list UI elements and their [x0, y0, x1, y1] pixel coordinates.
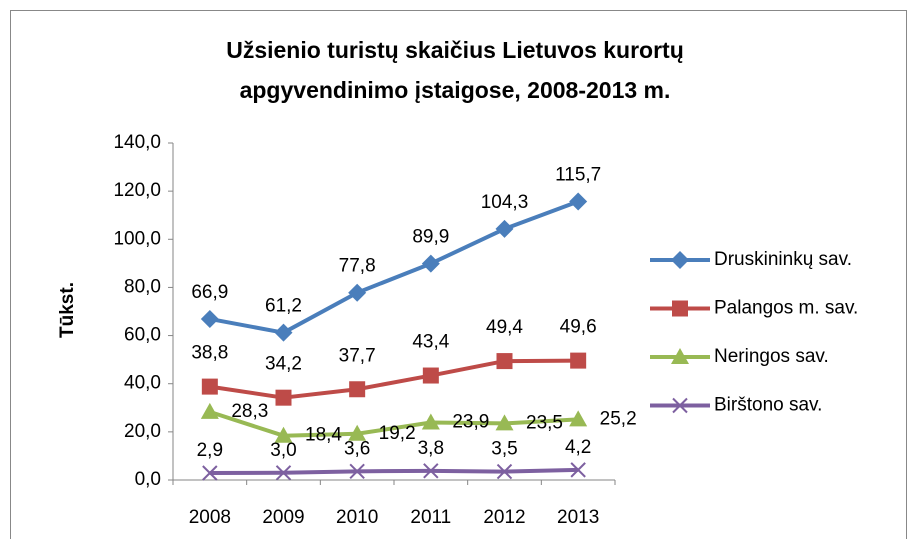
- data-label: 23,5: [526, 412, 563, 433]
- y-tick-label: 100,0: [113, 228, 161, 249]
- chart-title: Užsienio turistų skaičius Lietuvos kuror…: [226, 37, 684, 103]
- data-label: 3,6: [344, 438, 370, 459]
- data-label: 89,9: [412, 227, 449, 248]
- series-line: [209, 467, 579, 476]
- data-point: [423, 463, 439, 479]
- data-point: [569, 410, 588, 427]
- data-point: [200, 402, 219, 419]
- data-label: 23,9: [452, 411, 489, 432]
- x-tick-label: 2009: [262, 507, 304, 528]
- data-label: 37,7: [339, 345, 376, 366]
- data-label: 25,2: [600, 408, 637, 429]
- data-label: 34,2: [265, 354, 302, 375]
- data-point: [569, 192, 588, 211]
- data-label: 49,4: [486, 317, 523, 338]
- data-point: [349, 463, 365, 480]
- data-label: 28,3: [231, 401, 268, 422]
- data-point: [274, 426, 293, 443]
- data-label: 3,0: [270, 440, 296, 461]
- data-point: [274, 323, 293, 342]
- data-label: 61,2: [265, 296, 302, 317]
- data-label: 43,4: [412, 332, 449, 353]
- y-tick-label: 40,0: [124, 373, 161, 394]
- data-label: 77,8: [339, 256, 376, 277]
- legend-label: Neringos sav.: [714, 346, 829, 367]
- data-label: 104,3: [481, 192, 529, 213]
- data-point: [422, 367, 439, 384]
- legend-marker: [672, 397, 688, 414]
- legend-label: Druskininkų sav.: [714, 249, 852, 270]
- legend-marker: [671, 251, 689, 269]
- x-tick-label: 2012: [483, 507, 525, 528]
- legend-label: Birštono sav.: [714, 395, 822, 416]
- y-tick-label: 0,0: [135, 469, 161, 490]
- data-point: [496, 353, 513, 370]
- data-label: 3,5: [491, 439, 517, 460]
- data-point: [570, 462, 586, 478]
- data-point: [200, 309, 219, 328]
- legend-label: Palangos m. sav.: [714, 298, 858, 319]
- y-tick-label: 140,0: [113, 132, 161, 153]
- y-tick-label: 80,0: [124, 276, 161, 297]
- x-tick-label: 2010: [336, 507, 378, 528]
- series-line: [209, 409, 579, 438]
- x-tick-label: 2013: [557, 507, 599, 528]
- data-point: [495, 219, 514, 238]
- legend-marker: [671, 348, 689, 364]
- legend-marker: [672, 300, 688, 317]
- data-label: 49,6: [560, 317, 597, 338]
- data-label: 115,7: [555, 165, 601, 186]
- data-point: [496, 463, 513, 480]
- data-point: [421, 413, 440, 430]
- series-line: [209, 199, 579, 335]
- x-tick-label: 2011: [410, 507, 451, 528]
- y-tick-label: 60,0: [124, 325, 161, 346]
- data-point: [348, 424, 367, 441]
- data-point: [275, 389, 292, 406]
- chart-border: [10, 10, 907, 539]
- series-line: [209, 358, 579, 400]
- data-point: [275, 465, 292, 481]
- data-point: [570, 352, 587, 369]
- data-point: [495, 414, 514, 431]
- data-point: [421, 254, 440, 273]
- data-label: 4,2: [565, 437, 591, 458]
- y-tick-label: 120,0: [113, 180, 161, 201]
- y-axis-label: Tūkst.: [57, 282, 78, 338]
- x-tick-label: 2008: [189, 507, 231, 528]
- data-label: 18,4: [305, 425, 342, 446]
- data-label: 66,9: [191, 282, 228, 303]
- data-label: 38,8: [191, 343, 228, 364]
- data-point: [348, 283, 367, 302]
- data-label: 2,9: [197, 440, 223, 461]
- data-point: [201, 378, 218, 395]
- data-point: [349, 381, 366, 398]
- data-label: 3,8: [418, 438, 444, 459]
- data-point: [202, 465, 218, 481]
- y-tick-label: 20,0: [124, 421, 161, 442]
- data-label: 19,2: [379, 423, 416, 444]
